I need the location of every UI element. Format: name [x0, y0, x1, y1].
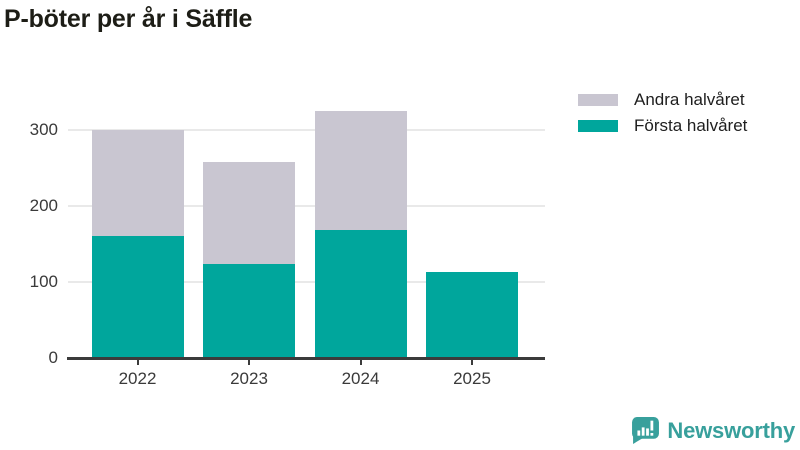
- x-axis-line: [67, 356, 545, 360]
- y-axis-label-200: 200: [29, 196, 58, 215]
- x-axis-label-2022: 2022: [118, 369, 157, 388]
- y-axis-label-100: 100: [29, 272, 58, 291]
- chart-legend: Andra halvåret Första halvåret: [578, 90, 747, 142]
- bar-2024-andra-halvaret: [314, 111, 407, 230]
- chart-title: P-böter per år i Säffle: [4, 5, 253, 33]
- x-axis-tick-2025: [471, 359, 473, 365]
- x-axis-tick-2022: [136, 359, 139, 365]
- gridline-300: [68, 129, 545, 131]
- legend-swatch-forsta-halvaret: [578, 120, 618, 132]
- bar-2023-andra-halvaret: [203, 161, 295, 264]
- gridline-200: [68, 205, 545, 207]
- newsworthy-chart-bubble-icon: [632, 417, 660, 444]
- gridline-100: [68, 281, 545, 283]
- legend-label: Första halvåret: [634, 116, 748, 135]
- bar-2023-forsta-halvaret: [203, 263, 295, 358]
- legend-swatch-andra-halvaret: [578, 94, 618, 106]
- x-axis-tick-2023: [248, 359, 250, 365]
- brand-name: Newsworthy: [667, 417, 795, 443]
- legend-item-andra-halvaret: Andra halvåret: [578, 90, 747, 110]
- bar-2022-andra-halvaret: [91, 130, 184, 237]
- newsworthy-logo: Newsworthy: [631, 416, 795, 445]
- legend-label: Andra halvåret: [634, 90, 745, 109]
- bar-2022-forsta-halvaret: [91, 236, 184, 358]
- legend-item-forsta-halvaret: Första halvåret: [578, 116, 747, 136]
- y-axis-label-0: 0: [48, 348, 58, 367]
- x-axis-label-2024: 2024: [341, 369, 380, 388]
- x-axis-label-2023: 2023: [230, 369, 268, 388]
- bar-2025-forsta-halvaret: [426, 272, 518, 358]
- x-axis-label-2025: 2025: [453, 369, 491, 388]
- y-axis-label-300: 300: [29, 120, 58, 139]
- x-axis-tick-2024: [359, 359, 362, 365]
- bar-2024-forsta-halvaret: [314, 229, 407, 358]
